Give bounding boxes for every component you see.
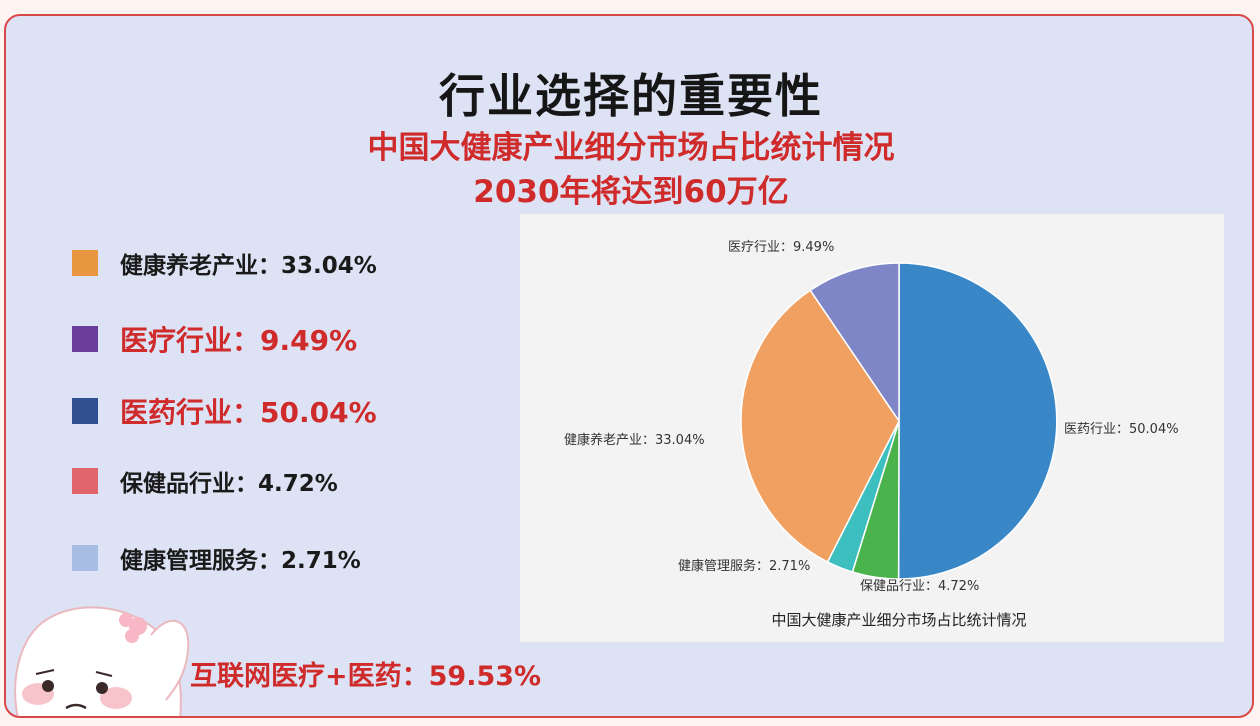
bunny-mascot-icon xyxy=(14,606,190,716)
legend-swatch xyxy=(72,398,98,424)
internet-medical-summary: 互联网医疗+医药：59.53% xyxy=(190,661,542,692)
pie-slice-label: 健康养老产业：33.04% xyxy=(564,432,705,448)
pie-chart-panel: 医药行业：50.04% 保健品行业：4.72% 健康管理服务：2.71% 健康养老产业… xyxy=(520,214,1224,642)
infographic-card: 行业选择的重要性 中国大健康产业细分市场占比统计情况 2030年将达到60万亿 … xyxy=(4,14,1254,718)
legend-item-medical-services: 医疗行业：9.49% xyxy=(72,319,357,359)
legend-swatch xyxy=(72,250,98,276)
pie-slice xyxy=(740,289,900,563)
legend-swatch xyxy=(72,326,98,352)
chart-title: 中国大健康产业细分市场占比统计情况 xyxy=(771,611,1026,629)
pie-slice xyxy=(809,262,900,424)
legend-swatch xyxy=(72,468,98,494)
pie-slice-label: 医疗行业：9.49% xyxy=(728,240,834,255)
legend-label: 保健品行业：4.72% xyxy=(120,471,338,497)
legend-label: 健康管理服务：2.71% xyxy=(120,548,361,574)
legend-label: 医疗行业：9.49% xyxy=(120,324,358,357)
pie-slices xyxy=(740,262,1058,580)
page-subtitle-forecast: 2030年将达到60万亿 xyxy=(473,174,789,210)
page-title: 行业选择的重要性 xyxy=(439,69,823,123)
legend-label: 医药行业：50.04% xyxy=(120,396,377,429)
legend-item-elderly-care: 健康养老产业：33.04% xyxy=(72,246,377,280)
pie-slice-label: 医药行业：50.04% xyxy=(1064,422,1179,437)
legend-label: 健康养老产业：33.04% xyxy=(120,253,377,279)
pie-slice-label: 保健品行业：4.72% xyxy=(860,579,979,594)
pie-slice xyxy=(897,262,1058,580)
legend-swatch xyxy=(72,545,98,571)
pie-labels: 医药行业：50.04% 保健品行业：4.72% 健康管理服务：2.71% 健康养老产业… xyxy=(564,240,1179,594)
pie-chart: 医药行业：50.04% 保健品行业：4.72% 健康管理服务：2.71% 健康养老产业… xyxy=(564,240,1179,629)
page-subtitle: 中国大健康产业细分市场占比统计情况 xyxy=(367,130,895,166)
legend-item-health-management: 健康管理服务：2.71% xyxy=(72,541,361,575)
legend-item-health-products: 保健品行业：4.72% xyxy=(72,464,338,498)
pie-slice-label: 健康管理服务：2.71% xyxy=(678,558,810,574)
legend-item-pharmaceutical: 医药行业：50.04% xyxy=(72,391,377,431)
